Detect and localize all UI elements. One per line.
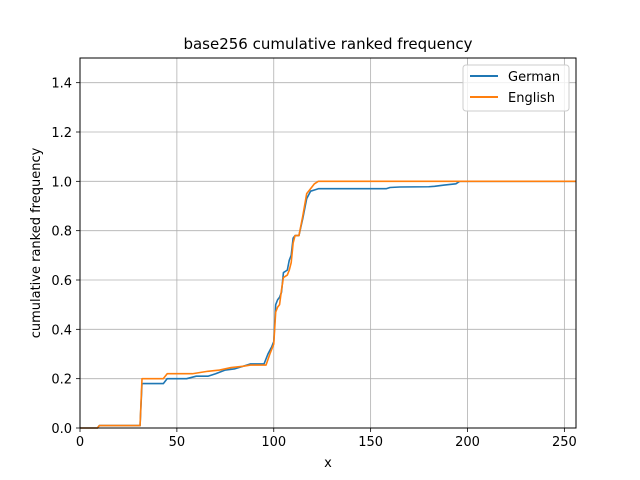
legend-label-english: English <box>508 91 555 106</box>
y-tick-label: 0.0 <box>51 422 72 437</box>
x-tick-label: 0 <box>76 435 84 450</box>
series-layer <box>80 180 576 429</box>
y-tick-label: 1.4 <box>51 77 72 92</box>
legend-label-german: German <box>508 70 560 85</box>
ticks: 0 50 100 150 200 250 0.0 0.2 0.4 0.6 0.8 1.0 1.2 1.4 <box>51 77 576 450</box>
y-tick-label: 0.6 <box>51 274 72 289</box>
x-tick-label: 200 <box>455 435 480 450</box>
y-tick-label: 0.4 <box>51 323 72 338</box>
y-tick-label: 1.0 <box>51 175 72 190</box>
x-tick-label: 100 <box>261 435 286 450</box>
y-tick-label: 0.8 <box>51 225 72 240</box>
y-axis-label: cumulative ranked frequency <box>29 147 44 338</box>
x-axis-label: x <box>324 456 332 471</box>
series-line-english <box>80 180 576 429</box>
plot-frame <box>79 57 577 429</box>
x-tick-label: 50 <box>169 435 186 450</box>
x-tick-label: 150 <box>358 435 383 450</box>
x-tick-label: 250 <box>552 435 577 450</box>
y-tick-label: 1.2 <box>51 126 72 141</box>
chart-title: base256 cumulative ranked frequency <box>183 35 472 53</box>
legend: German English <box>462 64 570 112</box>
y-tick-label: 0.2 <box>51 373 72 388</box>
